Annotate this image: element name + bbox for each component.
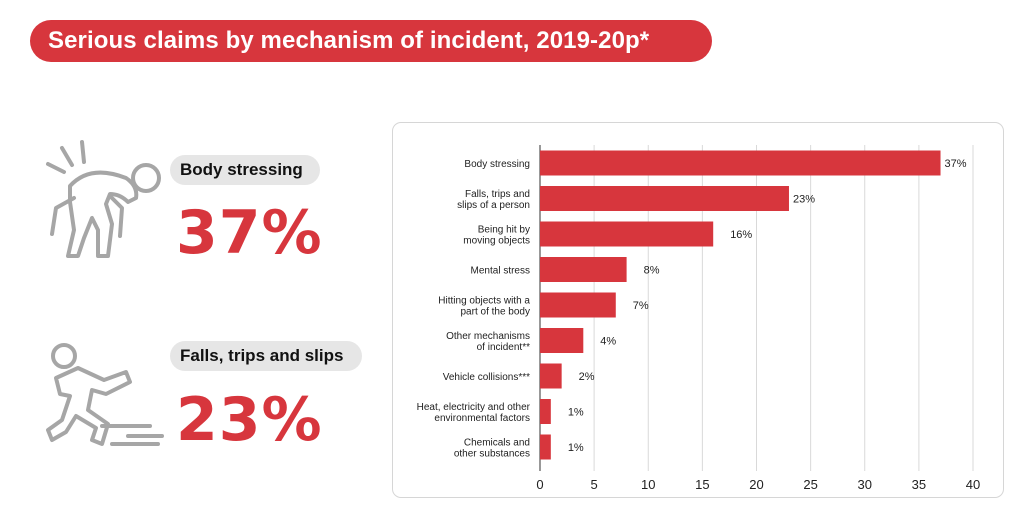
bar [540, 257, 627, 282]
body-stressing-icon [46, 140, 161, 258]
data-label: 1% [568, 442, 584, 454]
x-tick-label: 40 [966, 477, 980, 492]
highlight-label-body-stressing: Body stressing [170, 155, 320, 185]
category-label: of incident** [477, 342, 530, 353]
category-label: Vehicle collisions*** [443, 372, 530, 383]
data-label: 37% [945, 158, 967, 170]
category-label: part of the body [461, 307, 531, 318]
bar [540, 328, 584, 353]
data-label: 8% [644, 265, 660, 277]
bar-chart: 0 5 10 15 20 25 30 35 40 37% Body stressing 23% Fall… [417, 145, 980, 492]
category-label: Body stressing [464, 159, 530, 170]
category-label: Hitting objects with a [438, 296, 530, 307]
chart-title: Serious claims by mechanism of incident,… [30, 20, 712, 62]
data-label: 1% [568, 407, 584, 419]
category-label: Mental stress [471, 266, 530, 277]
bar [540, 363, 562, 389]
category-label: Chemicals and [464, 438, 530, 449]
data-label: 23% [793, 194, 815, 206]
x-tick-label: 20 [749, 477, 763, 492]
x-tick-label: 10 [641, 477, 655, 492]
x-tick-label: 0 [536, 477, 543, 492]
category-label: moving objects [463, 236, 530, 247]
category-label: environmental factors [434, 413, 530, 424]
highlight-label-falls: Falls, trips and slips [170, 341, 362, 371]
category-label: other substances [454, 449, 530, 460]
x-tick-label: 5 [591, 477, 598, 492]
category-label: Heat, electricity and other [417, 402, 531, 413]
category-label: Falls, trips and [465, 189, 530, 200]
data-label: 7% [633, 300, 649, 312]
data-label: 4% [600, 336, 616, 348]
highlight-value-body-stressing: 37% [176, 198, 323, 268]
bar [540, 399, 551, 424]
falling-person-icon [46, 343, 164, 446]
x-tick-label: 25 [803, 477, 817, 492]
bar [540, 186, 789, 211]
category-label: Being hit by [478, 225, 530, 236]
data-label: 16% [730, 229, 752, 241]
bar [540, 150, 941, 176]
category-label: Other mechanisms [446, 331, 530, 342]
highlight-value-falls: 23% [176, 385, 323, 455]
data-label: 2% [579, 371, 595, 383]
x-tick-label: 15 [695, 477, 709, 492]
chart-panel: 0 5 10 15 20 25 30 35 40 37% Body stressing 23% Fall… [392, 122, 1004, 498]
x-tick-label: 30 [858, 477, 872, 492]
bar [540, 434, 551, 460]
bar [540, 221, 714, 247]
bar [540, 292, 616, 318]
x-tick-label: 35 [912, 477, 926, 492]
category-label: slips of a person [457, 200, 530, 211]
